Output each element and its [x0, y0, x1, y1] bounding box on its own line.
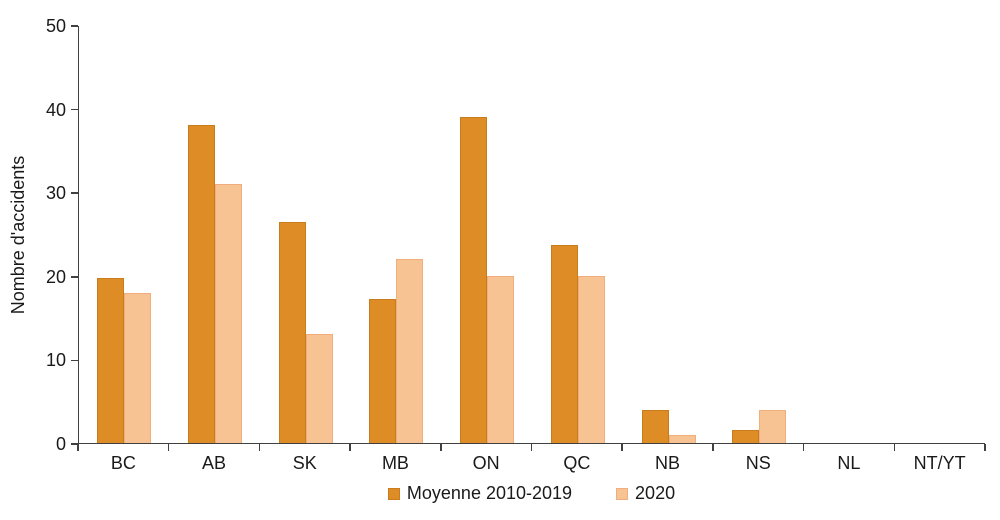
- x-tick-mark: [984, 444, 986, 451]
- x-tick-mark: [712, 444, 714, 451]
- legend-swatch-icon: [387, 487, 400, 500]
- bar-BC-s2020: [124, 292, 152, 443]
- legend: Moyenne 2010-2019 2020: [78, 483, 985, 504]
- x-axis-label: BC: [110, 453, 136, 473]
- bar-MB-s2020: [396, 259, 424, 443]
- y-tick-label: 10: [45, 350, 66, 371]
- y-tick-mark: [71, 276, 78, 278]
- x-axis-label: NT/YT: [913, 453, 966, 473]
- x-axis-label: QC: [563, 453, 591, 473]
- x-tick-mark: [893, 444, 896, 451]
- x-axis-label: AB: [202, 453, 227, 473]
- bar-BC-moyenne: [97, 278, 125, 443]
- x-tick-mark: [440, 444, 442, 451]
- bar-MB-moyenne: [369, 299, 397, 443]
- y-tick-mark: [71, 192, 78, 194]
- y-tick-label: 0: [55, 434, 66, 454]
- plot-area: [78, 26, 985, 444]
- x-tick-mark: [802, 444, 805, 451]
- y-axis-title: Nombre d'accidents: [8, 155, 28, 315]
- y-tick-label: 20: [45, 266, 66, 287]
- x-tick-mark: [349, 444, 351, 451]
- bar-ON-moyenne: [460, 116, 488, 443]
- x-axis-label: MB: [381, 453, 409, 473]
- x-axis-label: SK: [292, 453, 317, 473]
- bar-NB-moyenne: [641, 410, 669, 443]
- bar-QC-moyenne: [550, 244, 578, 443]
- bar-NS-moyenne: [732, 430, 760, 443]
- x-tick-mark: [167, 444, 170, 451]
- bar-SK-s2020: [305, 334, 333, 443]
- bar-QC-s2020: [577, 275, 605, 443]
- y-tick-mark: [71, 108, 78, 111]
- bar-NS-s2020: [759, 409, 787, 443]
- legend-entry: Moyenne 2010-2019: [387, 483, 573, 504]
- x-tick-mark: [77, 444, 79, 451]
- legend-entry: 2020: [616, 483, 675, 504]
- x-tick-mark: [530, 444, 533, 451]
- bar-SK-moyenne: [278, 222, 306, 443]
- y-tick-label: 50: [45, 16, 66, 36]
- y-tick-label: 30: [45, 183, 66, 204]
- x-tick-mark: [621, 444, 623, 451]
- legend-label: 2020: [635, 483, 676, 503]
- y-tick-mark: [71, 443, 78, 445]
- bar-AB-s2020: [215, 183, 243, 443]
- bar-AB-moyenne: [188, 125, 216, 443]
- y-tick-label: 40: [45, 99, 66, 120]
- bar-ON-s2020: [487, 275, 515, 443]
- legend-swatch-icon: [616, 487, 629, 500]
- x-axis-label: NB: [655, 453, 681, 473]
- x-axis-label: NL: [837, 453, 861, 473]
- y-tick-mark: [71, 359, 78, 362]
- legend-label: Moyenne 2010-2019: [406, 483, 573, 503]
- x-tick-mark: [258, 444, 261, 451]
- x-axis-label: NS: [745, 453, 771, 473]
- y-tick-mark: [71, 25, 78, 27]
- bar-NB-s2020: [668, 434, 696, 443]
- x-axis-label: ON: [472, 453, 500, 473]
